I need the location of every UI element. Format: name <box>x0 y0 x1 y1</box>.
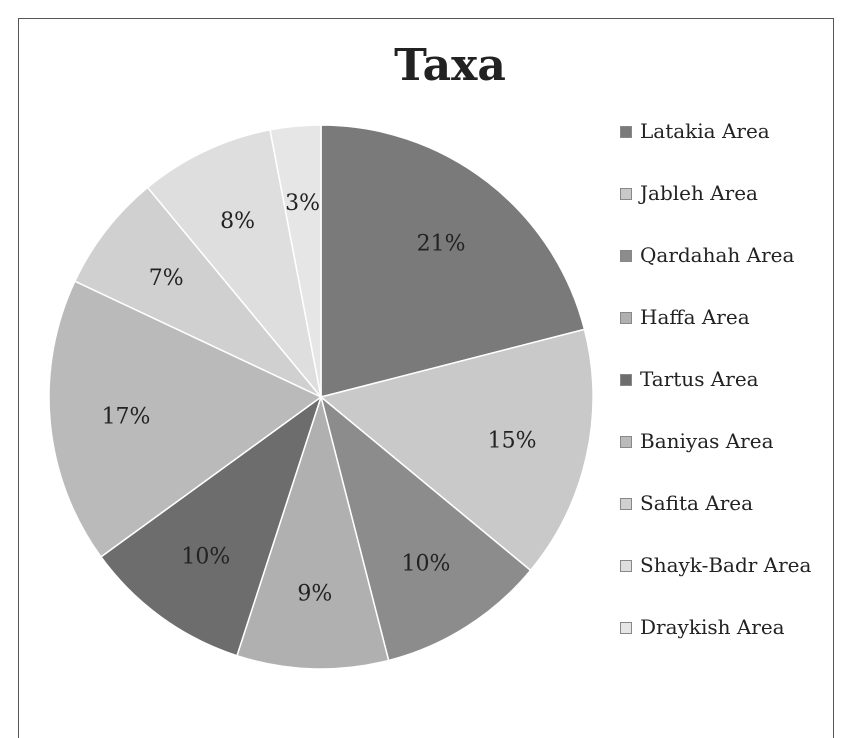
pie-slice-1 <box>320 124 586 398</box>
pie-slice-8 <box>146 128 322 398</box>
legend-swatch <box>620 188 632 200</box>
slice-label-1: 21% <box>417 231 466 256</box>
legend-item: Jableh Area <box>620 180 820 206</box>
slice-label-5: 10% <box>181 544 230 569</box>
legend-swatch <box>620 498 632 510</box>
legend-item: Draykish Area <box>620 614 820 640</box>
legend-label: Tartus Area <box>640 367 759 391</box>
slice-label-2: 15% <box>488 429 537 454</box>
legend-item: Tartus Area <box>620 366 820 392</box>
legend-label: Baniyas Area <box>640 429 774 453</box>
legend-label: Qardahah Area <box>640 243 795 267</box>
legend-swatch <box>620 250 632 262</box>
slice-label-8: 8% <box>220 209 255 234</box>
slice-label-3: 10% <box>401 551 450 576</box>
legend-swatch <box>620 622 632 634</box>
legend-label: Haffa Area <box>640 305 750 329</box>
legend-label: Draykish Area <box>640 615 785 639</box>
pie-slice-6 <box>48 280 323 558</box>
slice-label-6: 17% <box>102 404 151 429</box>
pie-slice-4 <box>236 394 390 670</box>
legend-item: Qardahah Area <box>620 242 820 268</box>
legend-item: Baniyas Area <box>620 428 820 454</box>
chart-title: Taxa <box>394 40 506 91</box>
pie-slice-7 <box>73 186 322 398</box>
legend-label: Safita Area <box>640 491 754 515</box>
legend-label: Jableh Area <box>640 181 758 205</box>
pie-slice-5 <box>99 395 323 657</box>
legend-swatch <box>620 312 632 324</box>
pie-slice-2 <box>319 328 594 572</box>
legend-swatch <box>620 126 632 138</box>
slice-label-7: 7% <box>149 266 184 291</box>
pie-slice-3 <box>319 394 532 662</box>
legend-label: Latakia Area <box>640 119 770 143</box>
legend-swatch <box>620 374 632 386</box>
legend-swatch <box>620 436 632 448</box>
pie-slice-9 <box>269 124 322 398</box>
legend-item: Haffa Area <box>620 304 820 330</box>
legend-item: Shayk-Badr Area <box>620 552 820 578</box>
legend-label: Shayk-Badr Area <box>640 553 812 577</box>
legend-item: Latakia Area <box>620 118 820 144</box>
slice-label-4: 9% <box>297 582 332 607</box>
legend-item: Safita Area <box>620 490 820 516</box>
legend-swatch <box>620 560 632 572</box>
slice-label-9: 3% <box>285 191 320 216</box>
